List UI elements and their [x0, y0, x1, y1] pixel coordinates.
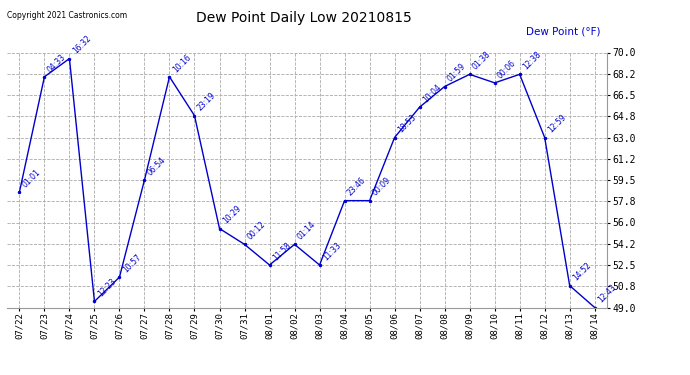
Text: 18:53: 18:53: [396, 113, 417, 135]
Text: 10:29: 10:29: [221, 204, 243, 226]
Text: 10:04: 10:04: [421, 82, 443, 104]
Text: 06:54: 06:54: [146, 155, 168, 177]
Text: 10:57: 10:57: [121, 252, 143, 274]
Text: 01:14: 01:14: [296, 220, 317, 242]
Text: 01:01: 01:01: [21, 168, 43, 189]
Text: 12:59: 12:59: [546, 113, 568, 135]
Text: 00:09: 00:09: [371, 176, 393, 198]
Text: Copyright 2021 Castronics.com: Copyright 2021 Castronics.com: [7, 11, 127, 20]
Text: 10:16: 10:16: [171, 52, 193, 74]
Text: 00:06: 00:06: [496, 58, 518, 80]
Text: 00:12: 00:12: [246, 220, 268, 242]
Text: 16:32: 16:32: [71, 34, 92, 56]
Text: 01:38: 01:38: [471, 50, 493, 72]
Text: Dew Point (°F): Dew Point (°F): [526, 26, 600, 36]
Text: 12:38: 12:38: [521, 50, 543, 72]
Text: 04:33: 04:33: [46, 52, 68, 74]
Text: 11:33: 11:33: [321, 240, 343, 262]
Text: 23:19: 23:19: [196, 91, 217, 113]
Text: 01:59: 01:59: [446, 62, 468, 84]
Text: Dew Point Daily Low 20210815: Dew Point Daily Low 20210815: [196, 11, 411, 25]
Text: 12:23: 12:23: [96, 277, 117, 298]
Text: 12:43: 12:43: [596, 283, 618, 305]
Text: 14:52: 14:52: [571, 261, 593, 283]
Text: 23:46: 23:46: [346, 176, 368, 198]
Text: 11:58: 11:58: [271, 241, 293, 262]
